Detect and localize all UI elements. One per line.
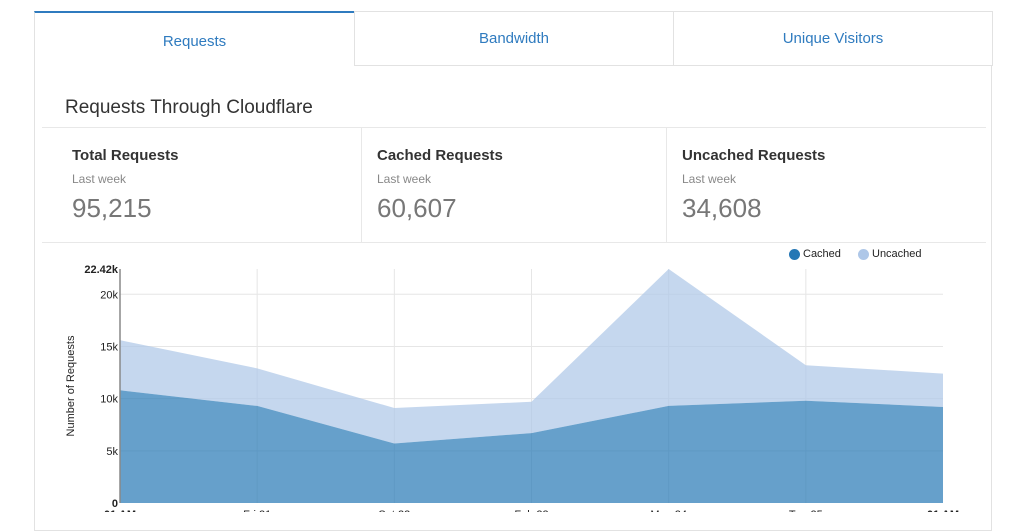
legend-cached[interactable]: Cached — [789, 248, 841, 260]
x-tick-label: Sat 22 — [378, 509, 410, 512]
tab-requests[interactable]: Requests — [34, 11, 355, 66]
section-title: Requests Through Cloudflare — [65, 97, 313, 118]
x-tick-label: Fri 21 — [243, 509, 271, 512]
uncached-area — [120, 269, 943, 444]
x-tick-label: Tue 25 — [789, 509, 823, 512]
legend-uncached[interactable]: Uncached — [858, 248, 922, 260]
x-tick-label: 01 AM — [927, 509, 959, 512]
requests-area-chart: 0 5k 10k 15k 20k 22.42k 01 AM Fri 21 Sat 22 Feb 2… — [65, 264, 959, 512]
y-tick-label: 0 — [112, 498, 118, 510]
stat-period: Last week — [682, 172, 737, 186]
cached-area — [120, 390, 943, 503]
tab-unique-visitors[interactable]: Unique Visitors — [673, 11, 993, 66]
stat-uncached-requests: Uncached Requests Last week 34,608 — [666, 128, 986, 242]
stat-label: Uncached Requests — [682, 147, 826, 164]
cached-swatch-icon — [789, 248, 800, 260]
stat-total-requests: Total Requests Last week 95,215 — [42, 128, 362, 242]
stat-period: Last week — [377, 172, 432, 186]
x-tick-label: Feb 23 — [514, 509, 548, 512]
y-tick-label: 20k — [100, 289, 118, 301]
y-axis-label: Number of Requests — [65, 335, 77, 436]
x-tick-label: 01 AM — [104, 509, 136, 512]
y-tick-label: 10k — [100, 394, 118, 406]
stat-period: Last week — [72, 172, 127, 186]
stats-row: Total Requests Last week 95,215 Cached R… — [42, 127, 986, 243]
uncached-swatch-icon — [858, 248, 869, 260]
stat-label: Cached Requests — [377, 147, 503, 164]
stat-value: 95,215 — [72, 193, 152, 223]
stat-cached-requests: Cached Requests Last week 60,607 — [361, 128, 666, 242]
legend-label: Uncached — [872, 248, 922, 260]
tab-bandwidth[interactable]: Bandwidth — [354, 11, 674, 66]
legend-label: Cached — [803, 248, 841, 260]
stat-label: Total Requests — [72, 147, 179, 164]
x-tick-label: Mon 24 — [650, 509, 687, 512]
stat-value: 34,608 — [682, 193, 762, 223]
y-tick-label: 22.42k — [84, 264, 119, 276]
stat-value: 60,607 — [377, 193, 457, 223]
y-tick-label: 5k — [106, 446, 118, 458]
y-tick-label: 15k — [100, 341, 118, 353]
